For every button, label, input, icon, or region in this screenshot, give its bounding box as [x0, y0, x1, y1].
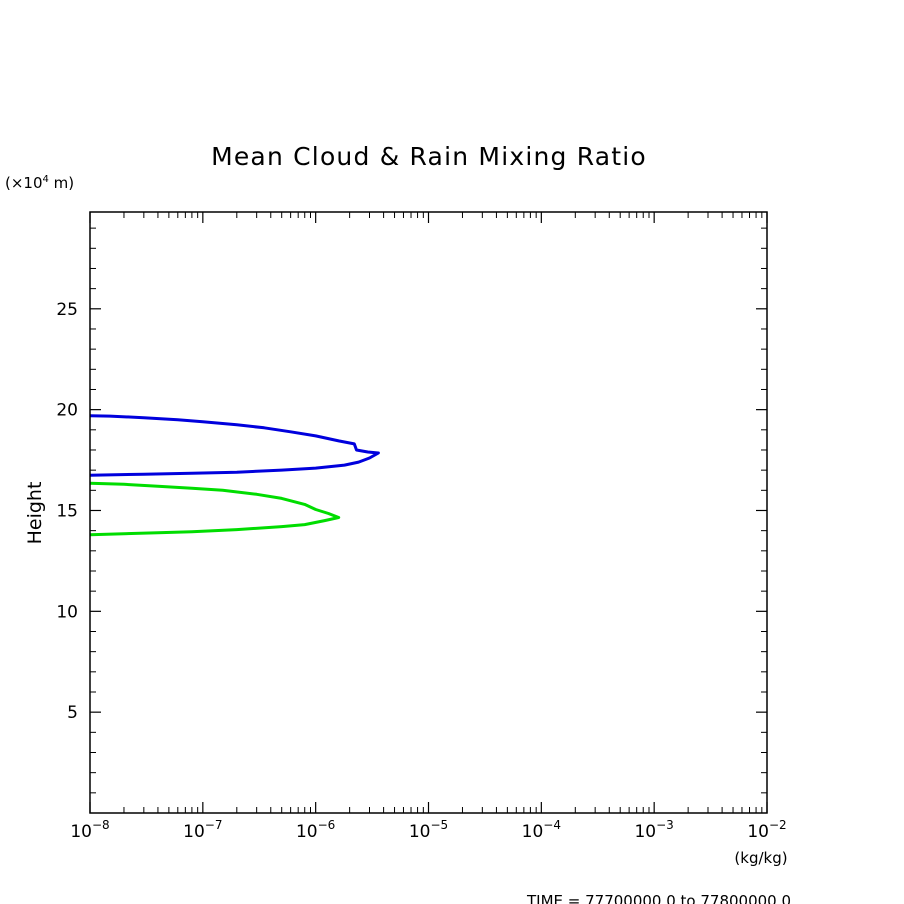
- y-tick-label: 15: [56, 501, 78, 521]
- x-tick-label: 10−3: [634, 818, 673, 842]
- chart-title: Mean Cloud & Rain Mixing Ratio: [211, 142, 647, 171]
- x-tick-label: 10−7: [183, 818, 222, 842]
- plot-frame: [89, 211, 768, 814]
- series-line-2: [89, 481, 341, 537]
- series-group: [89, 414, 380, 537]
- y-unit-label: (×104 m): [5, 174, 74, 192]
- series-line-1: [89, 414, 380, 477]
- x-tick-label: 10−4: [522, 818, 561, 842]
- y-tick-labels: 5 10 15 20 25: [56, 300, 78, 723]
- x-tick-label: 10−5: [409, 818, 448, 842]
- y-tick-label: 5: [67, 703, 78, 723]
- y-tick-label: 20: [56, 401, 78, 421]
- x-tick-label: 10−8: [70, 818, 109, 842]
- x-tick-labels: 10−8 10−7 10−6 10−5 10−4 10−3 10−2: [70, 818, 786, 842]
- x-unit-label: (kg/kg): [734, 849, 787, 867]
- time-footer: TIME = 77700000.0 to 77800000.0: [526, 892, 791, 904]
- x-tick-label: 10−6: [296, 818, 335, 842]
- axis-ticks: [89, 212, 768, 813]
- x-tick-label: 10−2: [747, 818, 786, 842]
- y-axis-label: Height: [24, 482, 46, 545]
- y-tick-label: 10: [56, 602, 78, 622]
- y-tick-label: 25: [56, 300, 78, 320]
